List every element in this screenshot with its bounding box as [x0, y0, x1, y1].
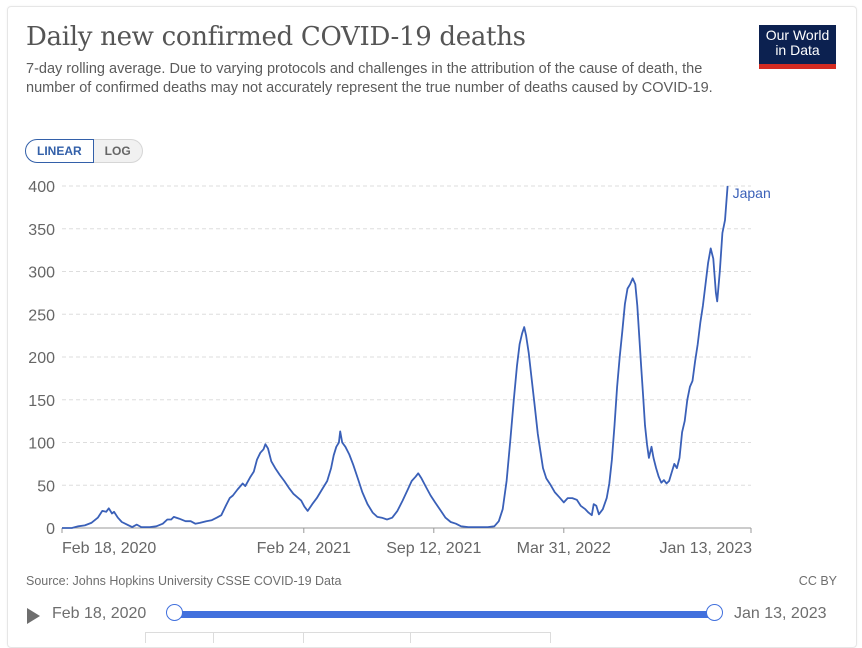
chart-subtitle: 7-day rolling average. Due to varying pr… — [26, 61, 713, 96]
logo-accent-bar — [759, 64, 836, 69]
play-icon[interactable] — [27, 608, 40, 624]
y-tick-label: 100 — [28, 436, 55, 453]
y-tick-label: 250 — [28, 307, 55, 324]
y-tick-label: 200 — [28, 350, 55, 367]
x-tick-label: Feb 18, 2020 — [62, 540, 156, 557]
owid-logo[interactable]: Our World in Data — [759, 25, 836, 69]
timeline: Feb 18, 2020 Jan 13, 2023 — [26, 603, 841, 629]
x-tick-label: Jan 13, 2023 — [659, 540, 752, 557]
y-tick-label: 300 — [28, 265, 55, 282]
y-tick-label: 400 — [28, 179, 55, 196]
y-axis: 0 50 100 150 200 250 300 350 400 — [28, 179, 55, 538]
series-line-japan[interactable] — [62, 185, 729, 529]
series-label[interactable]: Japan — [733, 185, 771, 201]
timeline-start-handle[interactable] — [166, 604, 183, 621]
logo-line-1: Our World — [765, 27, 830, 43]
chart-card — [7, 6, 857, 648]
scale-option-linear[interactable]: LINEAR — [25, 139, 94, 163]
tab-bar — [145, 632, 551, 643]
y-tick-label: 350 — [28, 222, 55, 239]
scale-option-log[interactable]: LOG — [93, 139, 143, 163]
source-note[interactable]: Source: Johns Hopkins University CSSE CO… — [26, 574, 342, 588]
gridlines — [62, 185, 751, 486]
y-tick-label: 150 — [28, 393, 55, 410]
timeline-start-label: Feb 18, 2020 — [52, 605, 147, 622]
series-lines: Japan — [62, 185, 771, 529]
chart-title: Daily new confirmed COVID-19 deaths — [26, 22, 526, 52]
logo-line-2: in Data — [775, 42, 820, 58]
timeline-track[interactable] — [174, 611, 714, 618]
scale-toggle: LINEAR LOG — [25, 139, 143, 163]
timeline-end-handle[interactable] — [706, 604, 723, 621]
y-tick-label: 50 — [37, 478, 55, 495]
timeline-end-label: Jan 13, 2023 — [734, 605, 827, 622]
y-tick-label: 0 — [46, 521, 55, 538]
x-axis: Feb 18, 2020 Feb 24, 2021 Sep 12, 2021 Mar … — [61, 527, 752, 557]
x-tick-label: Feb 24, 2021 — [257, 540, 351, 557]
x-tick-label: Sep 12, 2021 — [386, 540, 481, 557]
license-link[interactable]: CC BY — [798, 574, 837, 588]
x-tick-label: Mar 31, 2022 — [517, 540, 611, 557]
